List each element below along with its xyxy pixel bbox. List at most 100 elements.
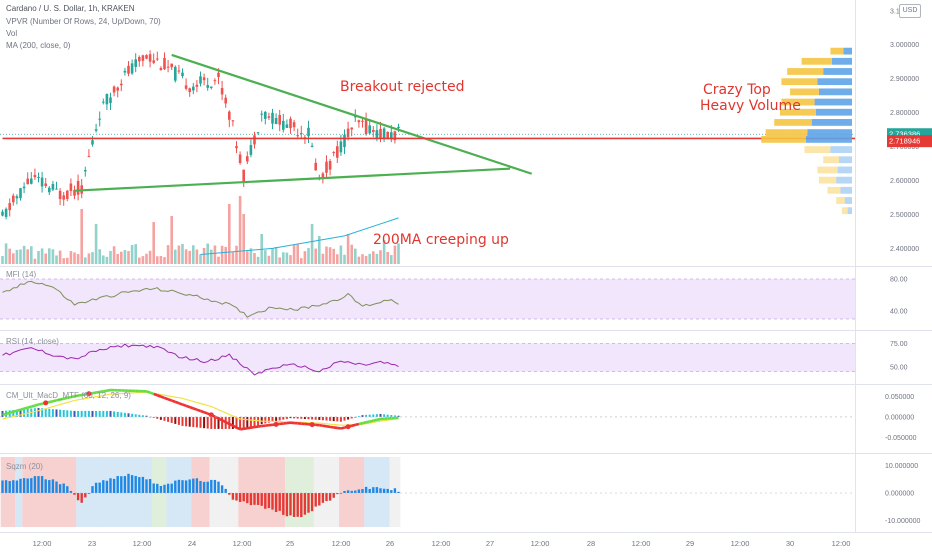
candle-body (5, 209, 8, 217)
ma-legend[interactable]: MA (200, close, 0) (6, 41, 70, 50)
sqz-bar (9, 481, 11, 493)
volume-bar (19, 249, 22, 264)
mfi-label[interactable]: MFI (14) (6, 270, 36, 279)
sqzmom-label[interactable]: Sqzm (20) (6, 462, 43, 471)
macd-line-segment (240, 429, 244, 430)
vol-legend[interactable]: Vol (6, 29, 17, 38)
macd-label[interactable]: CM_Ult_MacD_MTF (60, 12, 26, 9) (6, 391, 131, 400)
sqz-bar (52, 479, 54, 493)
volume-bar (224, 247, 227, 264)
volume-bar (95, 224, 98, 264)
volume-bar (149, 251, 152, 264)
candle-body (311, 146, 314, 147)
sqz-bar (329, 493, 331, 501)
rsi-label[interactable]: RSI (14, close) (6, 337, 59, 346)
sqz-bar (358, 489, 360, 493)
candle-body (174, 67, 177, 81)
candle-body (138, 57, 141, 61)
macd-line-segment (251, 427, 255, 428)
sqz-bar (354, 491, 356, 493)
candle-body (34, 175, 37, 177)
volume-bar (145, 254, 148, 264)
volume-bar (217, 257, 220, 264)
sqz-bar (117, 476, 119, 493)
macd-line-segment (10, 412, 14, 413)
macd-hist-bar (56, 409, 58, 417)
sqz-bar (235, 493, 237, 501)
macd-hist-bar (106, 411, 108, 417)
symbol-title[interactable]: Cardano / U. S. Dollar, 1h, KRAKEN (6, 4, 135, 13)
candle-body (44, 183, 47, 186)
candle-body (336, 146, 339, 157)
vpvr-down-bar (787, 68, 823, 75)
volume-bar (48, 248, 51, 264)
macd-line-segment (49, 401, 53, 402)
sqz-bar (282, 493, 284, 515)
sqz-bar (196, 478, 198, 493)
currency-badge[interactable]: USD (899, 4, 921, 18)
macd-hist-bar (387, 415, 389, 417)
candle-body (188, 88, 191, 92)
macd-hist-bar (333, 417, 335, 421)
macd-hist-bar (207, 417, 209, 429)
macd-line-segment (226, 422, 230, 424)
candle-body (196, 85, 199, 87)
x-tick-label: 12:00 (531, 539, 550, 548)
x-tick-label: 28 (587, 539, 595, 548)
x-tick-label: 12:00 (332, 539, 351, 548)
candle-body (181, 73, 184, 76)
volume-bar (235, 246, 238, 264)
sqz-bar (379, 488, 381, 493)
volume-bar (336, 254, 339, 264)
volume-bar (178, 246, 181, 264)
sqz-bar (343, 491, 345, 493)
macd-line-segment (370, 421, 374, 422)
sqz-bar (232, 493, 234, 500)
macd-hist-bar (293, 417, 295, 418)
macd-hist-bar (279, 417, 281, 420)
macd-line-segment (190, 407, 194, 408)
sqz-bar (199, 481, 201, 493)
vpvr-up-bar (836, 177, 852, 184)
volume-bar (372, 251, 375, 264)
volume-bar (181, 244, 184, 264)
volume-bar (98, 249, 101, 264)
sqz-bar (207, 482, 209, 493)
vpvr-legend[interactable]: VPVR (Number Of Rows, 24, Up/Down, 70) (6, 17, 161, 26)
sqz-bar (217, 482, 219, 493)
volume-bar (1, 256, 4, 264)
price-tick-label: 2.500000 (890, 212, 919, 219)
vpvr-up-bar (830, 146, 852, 153)
x-tick-label: 12:00 (832, 539, 851, 548)
candle-body (167, 67, 170, 68)
macd-hist-bar (189, 417, 191, 427)
volume-bar (113, 246, 116, 264)
sqz-bar (311, 493, 313, 511)
candle-body (113, 87, 116, 93)
candle-body (260, 114, 263, 115)
sqz-bar (12, 480, 14, 493)
macd-hist-bar (372, 414, 374, 417)
sqz-bar (142, 477, 144, 493)
macd-cross-dot (346, 424, 351, 429)
vpvr-down-bar (828, 187, 841, 194)
sqz-bar (41, 476, 43, 493)
macd-line-segment (39, 404, 43, 405)
volume-bar (232, 252, 235, 264)
macd-line-segment (6, 413, 10, 414)
macd-line-segment (150, 393, 154, 394)
volume-bar (16, 250, 19, 264)
sqz-bar (261, 493, 263, 506)
volume-bar (156, 256, 159, 264)
sqz-bar (178, 480, 180, 493)
volume-bar (354, 249, 357, 264)
volume-bar (365, 256, 368, 264)
sqz-tick-label: 0.000000 (885, 491, 914, 498)
candle-body (314, 163, 317, 170)
x-tick-label: 12:00 (33, 539, 52, 548)
vpvr-up-bar (817, 78, 852, 85)
volume-bar (30, 246, 33, 264)
macd-hist-bar (326, 417, 328, 421)
macd-line-segment (197, 410, 201, 411)
